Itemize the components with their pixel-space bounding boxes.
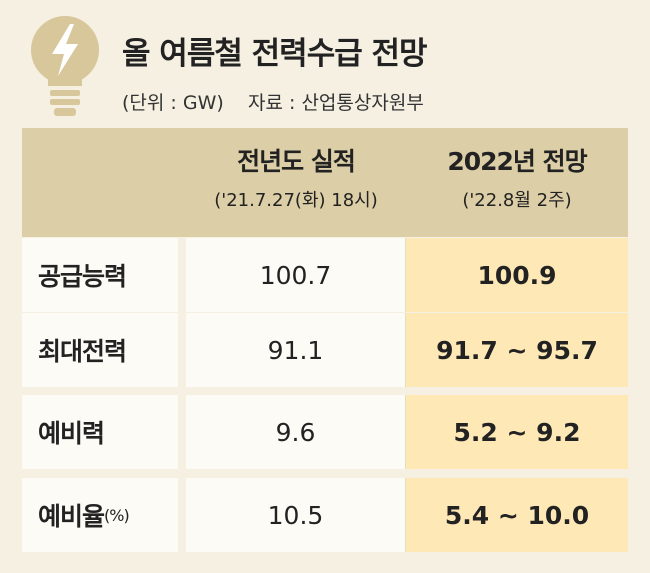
cell-actual: 10.5 bbox=[186, 478, 406, 552]
source: 자료 : 산업통상자원부 bbox=[248, 92, 424, 114]
label-text: 예비력 bbox=[38, 419, 105, 448]
label-text: 예비율 bbox=[38, 502, 105, 531]
cell-forecast: 91.7 ~ 95.7 bbox=[406, 313, 628, 387]
column-subtitle: ('21.7.27(화) 18시) bbox=[214, 190, 378, 211]
label-text: 최대전력 bbox=[38, 337, 127, 366]
row-label: 예비력 bbox=[22, 395, 178, 469]
cell-actual: 100.7 bbox=[186, 238, 406, 312]
column-title: 2022년 전망 bbox=[447, 147, 587, 176]
title: 올 여름철 전력수급 전망 bbox=[122, 36, 428, 72]
unit: (단위 : GW) bbox=[122, 92, 224, 114]
column-header: 2022년 전망 ('22.8월 2주) bbox=[406, 128, 628, 212]
row-label: 공급능력 bbox=[22, 238, 178, 312]
label-text: 공급능력 bbox=[38, 262, 127, 291]
column-title: 전년도 실적 bbox=[237, 147, 356, 176]
column-subtitle: ('22.8월 2주) bbox=[462, 190, 572, 211]
cell-actual: 9.6 bbox=[186, 395, 406, 469]
label-unit: (%) bbox=[104, 505, 130, 525]
row-label: 예비율 (%) bbox=[22, 478, 178, 552]
row-label: 최대전력 bbox=[22, 313, 178, 387]
column-header: 전년도 실적 ('21.7.27(화) 18시) bbox=[186, 128, 406, 212]
cell-forecast: 5.2 ~ 9.2 bbox=[406, 395, 628, 469]
header-band bbox=[22, 128, 628, 237]
cell-forecast: 100.9 bbox=[406, 238, 628, 312]
bulb-icon bbox=[31, 16, 99, 116]
cell-forecast: 5.4 ~ 10.0 bbox=[406, 478, 628, 552]
cell-actual: 91.1 bbox=[186, 313, 406, 387]
